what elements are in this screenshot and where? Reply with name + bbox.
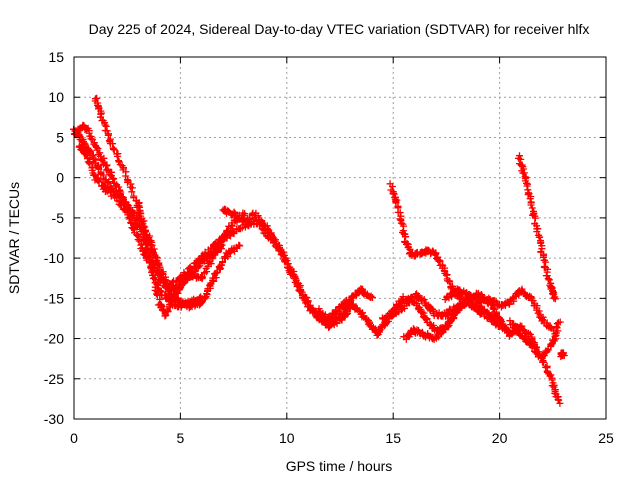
series-arc-13	[506, 317, 564, 362]
y-tick-label: -30	[44, 411, 64, 427]
plot-frame	[73, 56, 607, 420]
x-tick-label: 20	[492, 430, 508, 446]
series-arc-1	[70, 125, 354, 331]
y-tick-label: -20	[44, 331, 64, 347]
series-arc-7	[315, 285, 376, 323]
x-tick-label: 10	[279, 430, 295, 446]
marker-track	[386, 180, 465, 303]
chart-title: Day 225 of 2024, Sidereal Day-to-day VTE…	[89, 21, 590, 37]
y-tick-label: -15	[44, 290, 64, 306]
x-axis-label: GPS time / hours	[286, 458, 393, 474]
x-tick-label: 0	[70, 430, 78, 446]
axis-ticks: 0 5 10 15 20 25 -30 -25 -20 -15 -10 -5 0 5 10 15	[44, 49, 614, 446]
x-tick-label: 5	[177, 430, 185, 446]
y-tick-label: -25	[44, 371, 64, 387]
data-markers	[70, 94, 568, 407]
y-tick-label: 15	[48, 49, 64, 65]
y-axis-label: SDTVAR / TECUs	[6, 182, 22, 294]
y-tick-label: -5	[52, 210, 65, 226]
y-tick-label: 10	[48, 89, 64, 105]
x-tick-label: 25	[598, 430, 614, 446]
marker-track	[70, 125, 354, 331]
y-tick-label: 5	[56, 129, 64, 145]
y-tick-label: 0	[56, 170, 64, 186]
x-tick-label: 15	[385, 430, 401, 446]
grid-lines	[74, 57, 606, 419]
series-arc-10	[386, 180, 465, 303]
marker-track	[515, 152, 559, 303]
series-arc-15	[557, 349, 568, 361]
series-arc-12	[441, 285, 557, 334]
marker-track	[91, 94, 244, 312]
marker-track	[441, 285, 557, 334]
marker-track	[557, 349, 568, 361]
series-arc-4	[91, 94, 244, 312]
y-tick-label: -10	[44, 250, 64, 266]
marker-track	[506, 317, 564, 362]
series-arc-14	[515, 152, 559, 303]
marker-track	[315, 285, 376, 323]
series-arc-5	[135, 199, 249, 320]
marker-track	[135, 199, 249, 320]
